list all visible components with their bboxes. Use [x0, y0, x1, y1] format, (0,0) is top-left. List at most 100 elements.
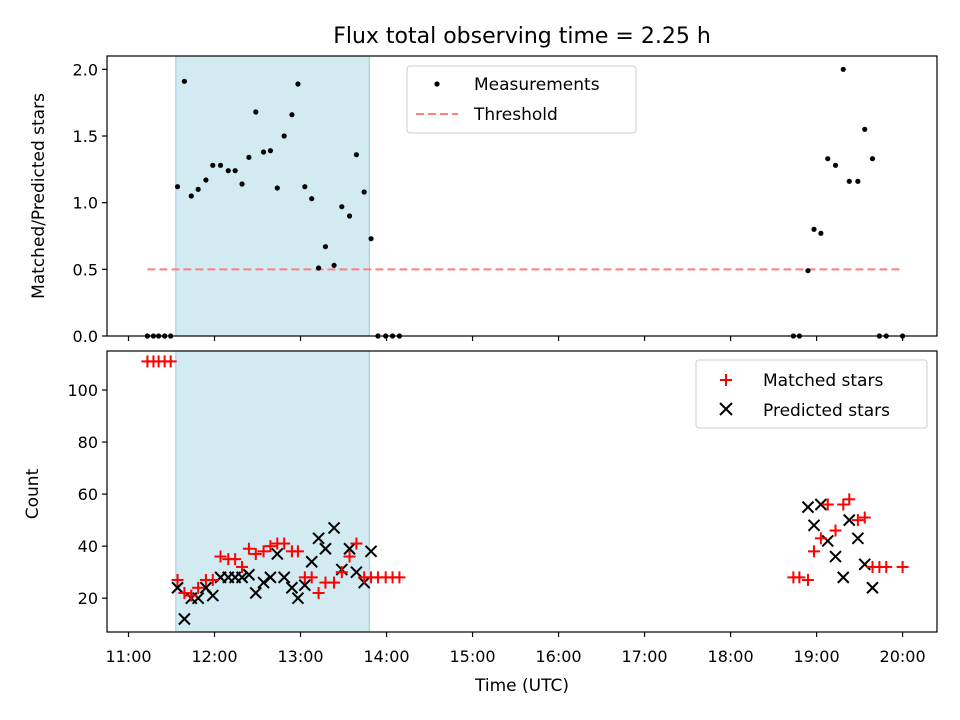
matched-star-point — [335, 566, 348, 579]
top-legend: Measurements Threshold — [406, 65, 637, 134]
matched-star-point — [350, 537, 363, 550]
predicted-star-point — [178, 612, 191, 626]
measurement-point — [361, 189, 367, 195]
predicted-star-point — [866, 581, 879, 594]
predicted-star-point — [821, 534, 834, 548]
predicted-star-point — [327, 521, 341, 535]
measurement-point — [840, 66, 846, 72]
legend-matched-label: Matched stars — [763, 371, 883, 391]
predicted-star-point — [851, 532, 865, 545]
legend-matched-marker — [720, 374, 732, 386]
matched-star-point — [291, 545, 304, 558]
matched-star-point — [278, 537, 291, 550]
measurement-point — [322, 244, 329, 250]
bottom-y-tick-label: 20 — [78, 589, 98, 608]
predicted-star-point — [235, 571, 249, 584]
measurement-point — [188, 193, 194, 199]
matched-star-point — [343, 550, 356, 563]
predicted-star-point — [264, 571, 277, 584]
matched-star-point — [236, 560, 249, 573]
predicted-star-point — [298, 578, 312, 592]
bottom-legend-box — [695, 359, 928, 429]
chart-title: Flux total observing time = 2.25 h — [333, 24, 711, 49]
x-tick-label: 11:00 — [105, 647, 151, 666]
matched-star-point — [214, 550, 227, 563]
measurement-point — [846, 178, 852, 184]
top-shaded-span — [175, 55, 370, 337]
legend-threshold-label: Threshold — [473, 105, 558, 125]
top-y-axis-label: Matched/Predicted stars — [29, 93, 49, 299]
x-tick-label: 13:00 — [277, 647, 323, 666]
measurement-point — [217, 162, 224, 168]
bottom-legend: Matched stars Predicted stars — [695, 359, 928, 429]
measurement-point — [232, 168, 238, 174]
measurement-point — [195, 186, 201, 192]
legend-predicted-label: Predicted stars — [763, 401, 890, 421]
top-y-tick-label: 0.5 — [73, 260, 98, 279]
predicted-star-point — [350, 565, 363, 579]
measurement-point — [281, 133, 287, 139]
predicted-star-point — [242, 568, 256, 581]
matched-star-point — [829, 524, 842, 537]
predicted-star-point — [277, 571, 291, 584]
predicted-star-point — [343, 542, 356, 555]
matched-star-point — [312, 586, 325, 599]
measurement-point — [339, 204, 345, 210]
predicted-star-point — [191, 591, 205, 605]
bottom-plot-area: 20 40 60 80 100 11:00 12:00 13:00 14:00 15:00 16:… — [23, 350, 938, 696]
predicted-star-point — [171, 581, 184, 594]
measurement-point — [253, 109, 259, 115]
x-tick-label: 16:00 — [535, 647, 581, 666]
matched-star-point — [821, 498, 834, 511]
measurement-point — [302, 184, 308, 190]
measurement-point — [805, 268, 811, 274]
measurement-point — [203, 177, 209, 183]
legend-measurements-label: Measurements — [474, 75, 600, 95]
measurement-point — [274, 185, 280, 191]
matched-star-point — [206, 573, 219, 586]
measurement-point — [181, 78, 188, 84]
measurement-point — [869, 156, 876, 162]
predicted-star-point — [807, 519, 821, 532]
bottom-y-tick-label: 80 — [78, 433, 98, 452]
matched-star-point — [192, 581, 205, 594]
matched-star-point — [264, 540, 277, 553]
measurement-point — [855, 178, 861, 184]
matched-star-point — [858, 511, 871, 524]
predicted-star-point — [829, 550, 842, 563]
bottom-y-axis-label: Count — [23, 468, 43, 519]
x-tick-label: 19:00 — [794, 647, 840, 666]
bottom-y-tick-label: 60 — [78, 485, 98, 504]
measurement-point — [225, 168, 231, 174]
x-axis-label: Time (UTC) — [474, 676, 569, 696]
measurement-point — [174, 184, 181, 190]
matched-star-point — [229, 553, 242, 566]
top-y-axis: 0.0 0.5 1.0 1.5 2.0 — [73, 60, 107, 346]
predicted-star-point — [291, 591, 305, 605]
top-legend-box — [406, 65, 637, 134]
matched-star-point — [851, 514, 864, 527]
predicted-star-point — [364, 545, 378, 558]
top-y-tick-label: 0.0 — [73, 327, 98, 346]
measurement-point — [811, 226, 817, 232]
matched-star-point — [305, 571, 318, 584]
x-tick-label: 20:00 — [880, 647, 926, 666]
top-y-tick-label: 1.5 — [73, 127, 98, 146]
predicted-star-point — [285, 581, 299, 594]
x-tick-label: 12:00 — [191, 647, 237, 666]
measurement-point — [825, 156, 831, 162]
measurement-point — [239, 181, 245, 187]
predicted-star-point — [801, 500, 815, 514]
matched-star-point — [843, 493, 856, 506]
matched-star-point — [801, 573, 814, 586]
matched-star-point — [178, 586, 191, 599]
predicted-star-point — [206, 589, 219, 602]
top-y-tick-label: 2.0 — [73, 60, 98, 79]
matched-star-point — [896, 560, 909, 573]
measurement-point — [309, 196, 315, 202]
predicted-star-point — [312, 532, 325, 545]
bottom-y-axis: 20 40 60 80 100 — [67, 381, 107, 608]
matched-star-point — [808, 545, 821, 558]
predicted-star-point — [257, 576, 270, 589]
